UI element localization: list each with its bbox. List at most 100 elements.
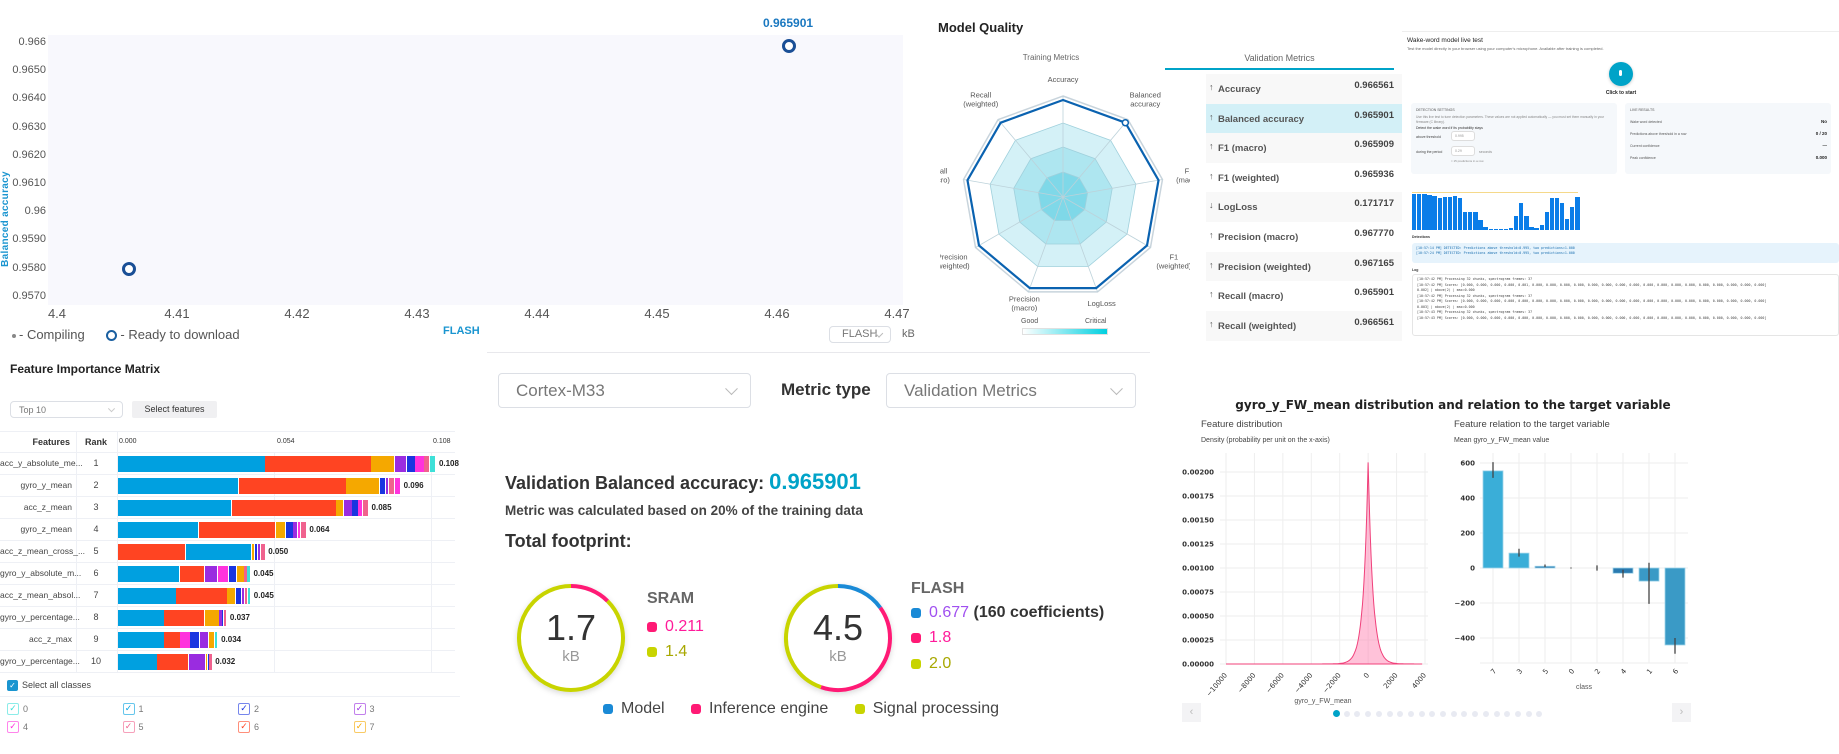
importance-segment-class-2[interactable] — [190, 632, 200, 648]
importance-segment-class-7[interactable] — [227, 588, 236, 604]
metric-row[interactable]: ↑ F1 (weighted) 0.965936 — [1206, 162, 1402, 193]
importance-segment-class-6[interactable] — [265, 456, 371, 472]
importance-segment-class-2[interactable] — [228, 566, 237, 582]
importance-segment-class-7[interactable] — [371, 456, 395, 472]
pager-dot[interactable] — [1514, 711, 1521, 717]
importance-segment-class-7[interactable] — [204, 610, 219, 626]
importance-segment-class-1[interactable] — [118, 522, 199, 538]
importance-segment-class-3[interactable] — [385, 478, 389, 494]
pager-dot[interactable] — [1493, 711, 1500, 717]
class-checkbox-6[interactable]: ✓ — [238, 720, 250, 733]
period-input[interactable]: 0.29 — [1451, 146, 1475, 156]
ready-model-point[interactable] — [782, 38, 796, 53]
metric-row[interactable]: ↑ Recall (weighted) 0.966561 — [1206, 310, 1402, 341]
importance-segment-class-7[interactable] — [336, 500, 343, 516]
importance-segment-class-7[interactable] — [205, 654, 208, 670]
select-all-classes-checkbox[interactable]: ✓ — [7, 680, 18, 691]
importance-segment-class-6[interactable] — [118, 544, 186, 560]
importance-segment-class-3[interactable] — [188, 654, 206, 670]
importance-segment-class-4[interactable] — [218, 566, 229, 582]
pager-dot[interactable] — [1482, 711, 1489, 717]
importance-segment-class-4[interactable] — [358, 500, 363, 516]
pager-dot[interactable] — [1525, 711, 1532, 717]
threshold-input[interactable]: 0.995 — [1451, 131, 1475, 141]
importance-segment-class-4[interactable] — [180, 632, 190, 648]
importance-segment-class-7[interactable] — [275, 522, 286, 538]
importance-segment-class-0[interactable] — [247, 566, 250, 582]
pager-dot[interactable] — [1354, 711, 1361, 717]
importance-segment-class-5[interactable] — [260, 544, 265, 560]
importance-segment-class-3[interactable] — [219, 610, 222, 626]
importance-segment-class-6[interactable] — [179, 566, 205, 582]
importance-segment-class-3[interactable] — [257, 544, 261, 560]
importance-segment-class-1[interactable] — [118, 654, 157, 670]
importance-segment-class-3[interactable] — [204, 566, 218, 582]
importance-segment-class-2[interactable] — [207, 654, 209, 670]
importance-segment-class-5[interactable] — [223, 610, 227, 626]
class-checkbox-1[interactable]: ✓ — [122, 703, 135, 715]
class-checkbox-5[interactable]: ✓ — [122, 720, 135, 733]
pager-dot[interactable] — [1461, 711, 1468, 717]
device-select[interactable]: Cortex-M33 — [498, 373, 751, 408]
ready-model-point[interactable] — [122, 261, 136, 276]
importance-segment-class-1[interactable] — [118, 588, 176, 604]
pager-dot[interactable] — [1418, 711, 1425, 717]
pager-dot[interactable] — [1386, 711, 1393, 717]
importance-segment-class-2[interactable] — [352, 500, 358, 516]
importance-segment-class-1[interactable] — [118, 632, 164, 648]
importance-segment-class-2[interactable] — [236, 588, 242, 604]
importance-segment-class-2[interactable] — [222, 610, 224, 626]
top-n-select[interactable]: Top 10 — [10, 401, 123, 418]
metric-row[interactable]: ↓ LogLoss 0.171717 — [1206, 192, 1402, 223]
pager-dot[interactable] — [1440, 711, 1446, 717]
next-page-button[interactable]: › — [1672, 703, 1691, 722]
pager-dot[interactable] — [1536, 711, 1543, 717]
importance-segment-class-2[interactable] — [285, 522, 293, 538]
importance-segment-class-6[interactable] — [198, 522, 275, 538]
class-checkbox-4[interactable]: ✓ — [7, 720, 19, 733]
importance-segment-class-4[interactable] — [297, 522, 300, 538]
importance-segment-class-7[interactable] — [236, 566, 244, 582]
pager-dot[interactable] — [1375, 711, 1382, 717]
metric-row[interactable]: ↑ Accuracy 0.966561 — [1206, 74, 1402, 104]
class-checkbox-0[interactable]: ✓ — [7, 703, 19, 715]
pager-dot[interactable] — [1343, 711, 1350, 717]
importance-segment-class-1[interactable] — [118, 456, 265, 472]
importance-segment-class-2[interactable] — [406, 456, 415, 472]
pager-dot[interactable] — [1504, 711, 1511, 717]
class-checkbox-2[interactable]: ✓ — [238, 703, 250, 715]
pager-dot-active[interactable] — [1333, 710, 1340, 717]
pager-dot[interactable] — [1397, 711, 1404, 717]
importance-segment-class-5[interactable] — [362, 500, 368, 516]
importance-segment-class-6[interactable] — [164, 610, 204, 626]
pager-dot[interactable] — [1365, 711, 1372, 717]
importance-segment-class-4[interactable] — [415, 456, 424, 472]
importance-segment-class-1[interactable] — [118, 500, 232, 516]
flash-unit-select[interactable]: FLASH — [829, 326, 891, 343]
importance-segment-class-7[interactable] — [346, 478, 380, 494]
mic-start-button[interactable] — [1609, 62, 1633, 86]
importance-segment-class-6[interactable] — [157, 654, 189, 670]
importance-segment-class-1[interactable] — [118, 478, 239, 494]
pager-dot[interactable] — [1429, 711, 1436, 717]
pager-dot[interactable] — [1450, 711, 1457, 717]
tab-training-metrics[interactable]: Training Metrics — [1022, 53, 1080, 62]
importance-segment-class-6[interactable] — [238, 478, 346, 494]
importance-segment-class-2[interactable] — [254, 544, 258, 560]
importance-segment-class-5[interactable] — [244, 566, 247, 582]
importance-segment-class-5[interactable] — [388, 478, 395, 494]
importance-segment-class-7[interactable] — [251, 544, 255, 560]
metric-row[interactable]: ↑ Precision (weighted) 0.967165 — [1206, 251, 1402, 282]
importance-segment-class-1[interactable] — [185, 544, 252, 560]
metric-row[interactable]: ↑ Precision (macro) 0.967770 — [1206, 222, 1402, 252]
importance-segment-class-7[interactable] — [208, 632, 214, 648]
importance-segment-class-6[interactable] — [176, 588, 227, 604]
log-output[interactable]: [10:57:42 PM] Processing 32 chunks, spec… — [1412, 274, 1839, 336]
metric-row[interactable]: ↑ Balanced accuracy 0.965901 — [1206, 103, 1402, 134]
importance-segment-class-5[interactable] — [209, 654, 212, 670]
metric-row[interactable]: ↑ Recall (macro) 0.965901 — [1206, 281, 1402, 312]
class-checkbox-3[interactable]: ✓ — [353, 703, 366, 715]
importance-segment-class-5[interactable] — [300, 522, 306, 538]
importance-segment-class-3[interactable] — [394, 456, 406, 472]
importance-segment-class-6[interactable] — [231, 500, 336, 516]
